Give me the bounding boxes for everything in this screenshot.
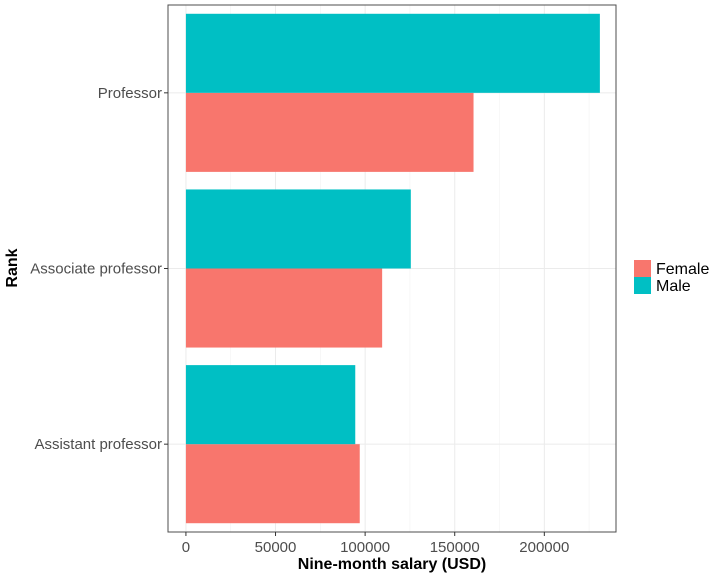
bar-female-associate-professor	[185, 268, 383, 348]
y-tick-label: Associate professor	[30, 261, 162, 278]
x-tick-label: 50000	[255, 539, 297, 556]
bar-male-assistant-professor	[185, 365, 356, 445]
legend-key-female	[634, 260, 651, 277]
legend-key-male	[634, 277, 651, 294]
bars	[185, 13, 600, 524]
x-tick-label: 200000	[519, 539, 569, 556]
legend-label-female: Female	[656, 261, 709, 278]
x-tick-label: 150000	[430, 539, 480, 556]
bar-male-professor	[185, 13, 600, 93]
x-tick-label: 100000	[340, 539, 390, 556]
y-tick-label: Assistant professor	[34, 436, 162, 453]
bar-female-professor	[185, 92, 474, 172]
y-tick-label: Professor	[98, 85, 162, 102]
x-axis-title: Nine-month salary (USD)	[298, 556, 486, 573]
y-axis-ticks: Assistant professor Associate professor Pr…	[30, 85, 168, 453]
legend-label-male: Male	[656, 278, 691, 295]
x-tick-label: 0	[182, 539, 190, 556]
y-axis-title: Rank	[4, 248, 21, 287]
x-axis-ticks: 0 50000 100000 150000 200000	[182, 532, 569, 556]
bar-female-assistant-professor	[185, 444, 360, 524]
bar-male-associate-professor	[185, 189, 411, 269]
